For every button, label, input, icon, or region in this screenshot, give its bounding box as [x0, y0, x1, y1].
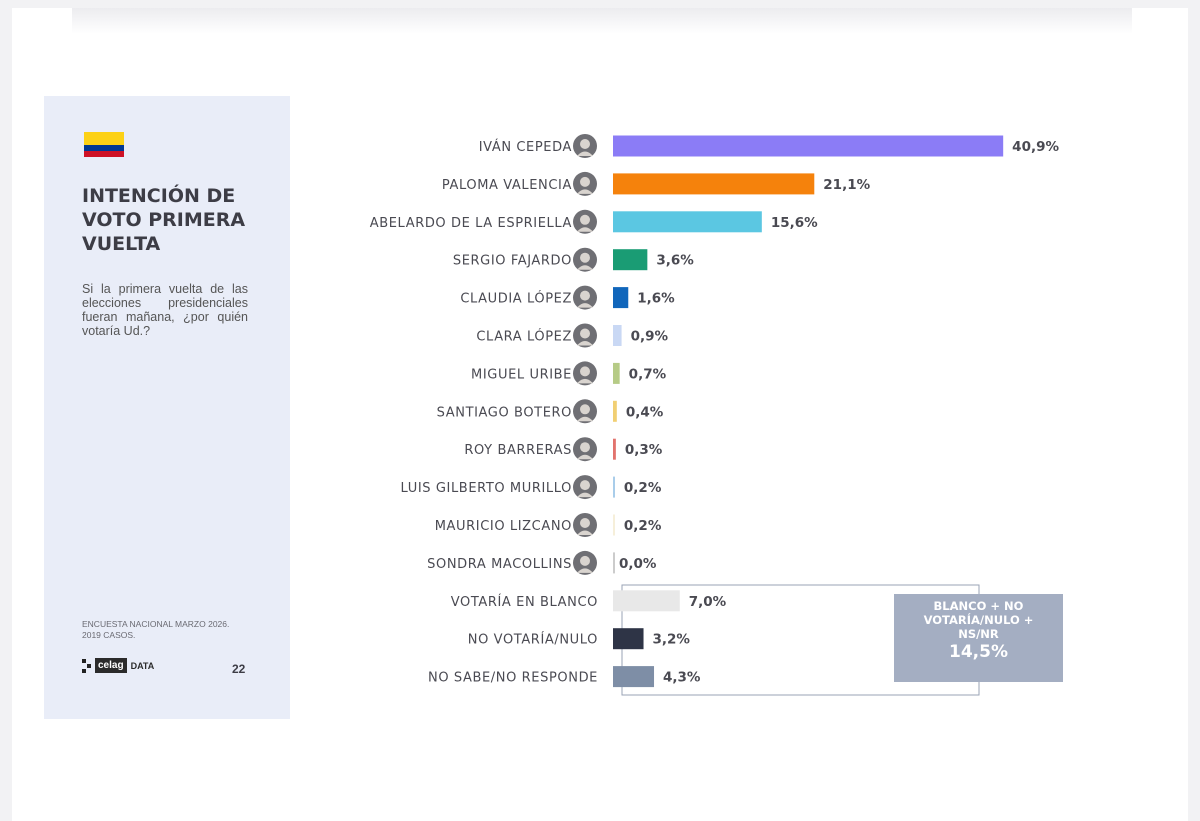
bar — [613, 325, 622, 346]
flag-stripe-red — [84, 150, 124, 157]
chart-row: CLARA LÓPEZ 0,9% — [476, 323, 669, 348]
chart-row: MIGUEL URIBE 0,7% — [471, 361, 667, 386]
category-label: PALOMA VALENCIA — [442, 178, 572, 193]
logo-mark-icon — [82, 658, 92, 673]
bar — [613, 476, 615, 498]
bar — [613, 590, 680, 612]
bar — [613, 249, 648, 271]
chart-row: MAURICIO LIZCANO 0,2% — [435, 513, 662, 537]
value-label: 0,2% — [624, 518, 662, 534]
candidate-avatar-icon — [573, 513, 597, 537]
value-label: 1,6% — [637, 291, 675, 307]
candidate-avatar-icon — [573, 399, 597, 424]
chart-row: SANTIAGO BOTERO 0,4% — [437, 399, 664, 424]
survey-question: Si la primera vuelta de las elecciones p… — [82, 282, 248, 338]
logo-suffix: DATA — [130, 660, 155, 671]
flag-stripe-yellow — [84, 132, 124, 145]
value-label: 0,3% — [625, 442, 663, 458]
value-label: 21,1% — [823, 177, 870, 193]
colombia-flag-icon — [84, 132, 124, 157]
candidate-avatar-icon — [573, 134, 597, 158]
chart-row: ABELARDO DE LA ESPRIELLA 15,6% — [370, 209, 818, 234]
candidate-avatar-icon — [573, 285, 597, 310]
bar — [613, 211, 762, 233]
candidate-avatar-icon — [573, 361, 597, 386]
bar — [613, 173, 815, 195]
category-label: MIGUEL URIBE — [471, 367, 572, 382]
candidate-avatar-icon — [573, 323, 597, 348]
value-label: 0,9% — [631, 329, 669, 345]
value-label: 0,0% — [619, 556, 657, 572]
group-summary-label: BLANCO + NO VOTARÍA/NULO + NS/NR — [923, 599, 1034, 641]
value-label: 3,2% — [653, 632, 691, 648]
value-label: 0,2% — [624, 480, 662, 496]
category-label: VOTARÍA EN BLANCO — [451, 594, 598, 610]
value-label: 40,9% — [1012, 139, 1059, 155]
category-label: MAURICIO LIZCANO — [435, 519, 572, 534]
bar — [613, 400, 617, 422]
candidate-avatar-icon — [573, 171, 597, 196]
category-label: ROY BARRERAS — [464, 443, 572, 458]
category-label: CLAUDIA LÓPEZ — [460, 291, 572, 307]
category-label: NO VOTARÍA/NULO — [468, 632, 598, 648]
category-label: SONDRA MACOLLINS — [427, 557, 572, 572]
category-label: NO SABE/NO RESPONDE — [428, 671, 598, 686]
chart-row: VOTARÍA EN BLANCO 7,0% — [451, 590, 727, 612]
chart-row: NO SABE/NO RESPONDE 4,3% — [428, 666, 701, 688]
top-fade — [72, 8, 1132, 34]
value-label: 0,7% — [629, 366, 667, 382]
candidate-avatar-icon — [573, 209, 597, 234]
group-summary-box: BLANCO + NO VOTARÍA/NULO + NS/NR 14,5% — [894, 594, 1063, 682]
chart-row: SERGIO FAJARDO 3,6% — [453, 247, 694, 272]
bar — [613, 362, 620, 384]
candidate-avatar-icon — [573, 550, 597, 575]
bar — [613, 135, 1004, 157]
category-label: SANTIAGO BOTERO — [437, 405, 572, 420]
logo-wordmark: celag — [95, 658, 127, 673]
candidate-avatar-icon — [573, 247, 597, 272]
category-label: SERGIO FAJARDO — [453, 254, 572, 269]
group-summary-value: 14,5% — [949, 642, 1008, 662]
bar — [613, 287, 629, 309]
bar — [613, 438, 616, 460]
bar — [613, 628, 644, 650]
bar — [613, 552, 615, 574]
value-label: 4,3% — [663, 670, 701, 686]
chart-row: PALOMA VALENCIA 21,1% — [442, 171, 871, 196]
category-label: ABELARDO DE LA ESPRIELLA — [370, 216, 572, 231]
survey-sample: 2019 CASOS. — [82, 630, 136, 640]
survey-date: ENCUESTA NACIONAL MARZO 2026. — [82, 619, 230, 629]
chart-row: LUIS GILBERTO MURILLO 0,2% — [401, 475, 662, 500]
page-number: 22 — [232, 662, 246, 676]
chart-row: SONDRA MACOLLINS 0,0% — [427, 550, 657, 575]
category-label: LUIS GILBERTO MURILLO — [401, 481, 572, 496]
candidate-avatar-icon — [573, 437, 597, 462]
survey-footnote: ENCUESTA NACIONAL MARZO 2026. 2019 CASOS… — [82, 619, 272, 641]
chart-row: CLAUDIA LÓPEZ 1,6% — [460, 285, 675, 310]
category-label: IVÁN CEPEDA — [479, 139, 572, 155]
chart-row: NO VOTARÍA/NULO 3,2% — [468, 628, 691, 650]
value-label: 3,6% — [656, 253, 694, 269]
bar — [613, 666, 655, 688]
chart-row: ROY BARRERAS 0,3% — [464, 437, 663, 462]
flag-stripe-blue — [84, 144, 124, 151]
candidate-avatar-icon — [573, 475, 597, 500]
bar — [613, 514, 615, 536]
page-title: INTENCIÓN DE VOTO PRIMERA VUELTA — [82, 185, 246, 255]
value-label: 0,4% — [626, 404, 664, 420]
value-label: 15,6% — [771, 215, 818, 231]
celag-logo: celag DATA — [82, 658, 154, 673]
sidebar-panel: INTENCIÓN DE VOTO PRIMERA VUELTA Si la p… — [44, 96, 290, 719]
chart-rows: IVÁN CEPEDA 40,9% PALOMA VALENCIA 21,1% ABEL… — [370, 134, 1059, 688]
category-label: CLARA LÓPEZ — [476, 329, 572, 345]
value-label: 7,0% — [689, 594, 727, 610]
chart-row: IVÁN CEPEDA 40,9% — [479, 134, 1059, 158]
